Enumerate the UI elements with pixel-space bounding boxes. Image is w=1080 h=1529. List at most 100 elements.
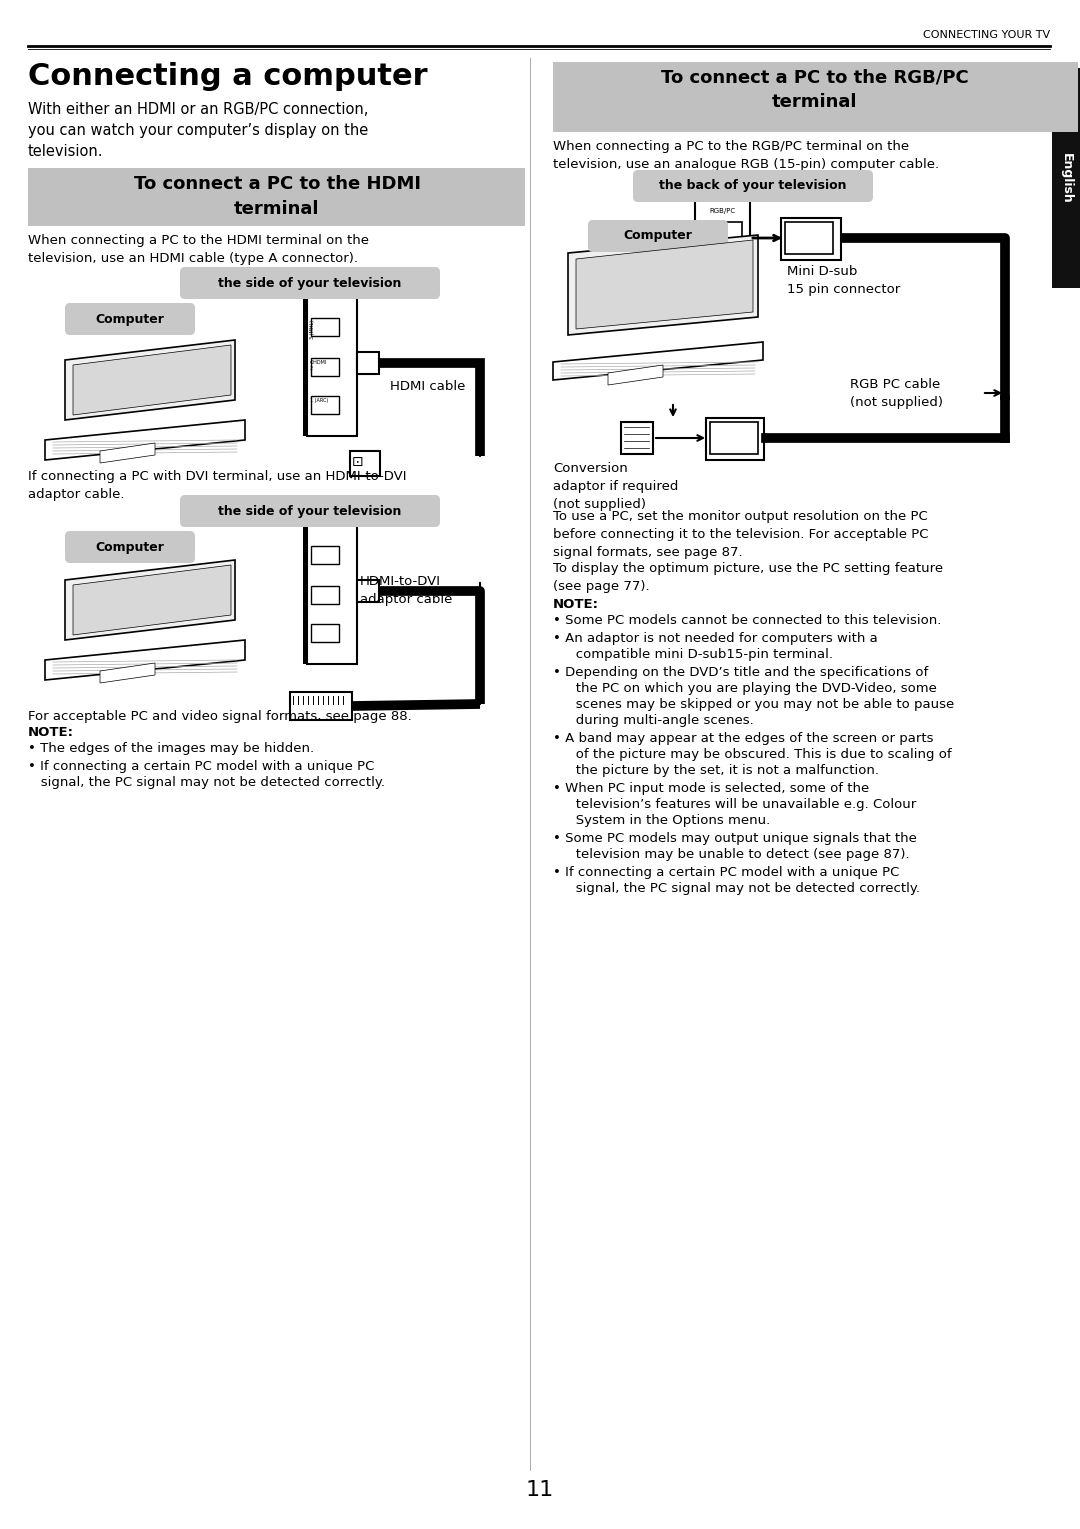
Bar (303, 524, 307, 664)
Text: compatible mini D-sub15-pin terminal.: compatible mini D-sub15-pin terminal. (563, 648, 833, 661)
Text: • If connecting a certain PC model with a unique PC: • If connecting a certain PC model with … (553, 865, 900, 879)
Text: of the picture may be obscured. This is due to scaling of: of the picture may be obscured. This is … (563, 748, 951, 761)
Bar (291, 693, 352, 720)
Text: • Depending on the DVD’s title and the specifications of: • Depending on the DVD’s title and the s… (553, 667, 928, 679)
Bar (1052, 67, 1080, 287)
Text: the back of your television: the back of your television (659, 179, 847, 193)
Text: Connecting a computer: Connecting a computer (28, 63, 428, 92)
Text: scenes may be skipped or you may not be able to pause: scenes may be skipped or you may not be … (563, 699, 955, 711)
Bar (307, 524, 357, 664)
Circle shape (724, 231, 727, 234)
Text: RGB PC cable
(not supplied): RGB PC cable (not supplied) (850, 378, 943, 408)
Circle shape (724, 245, 727, 248)
Bar (311, 624, 339, 642)
Text: • An adaptor is not needed for computers with a: • An adaptor is not needed for computers… (553, 631, 878, 645)
Circle shape (710, 231, 713, 234)
Text: • The edges of the images may be hidden.: • The edges of the images may be hidden. (28, 742, 314, 755)
Circle shape (308, 301, 318, 310)
Text: signal, the PC signal may not be detected correctly.: signal, the PC signal may not be detecte… (563, 882, 920, 894)
Circle shape (730, 245, 733, 248)
Circle shape (702, 231, 706, 234)
Text: To connect a PC to the HDMI
terminal: To connect a PC to the HDMI terminal (134, 174, 420, 219)
Bar (357, 579, 379, 602)
Polygon shape (568, 235, 758, 335)
Circle shape (724, 237, 727, 240)
Text: NOTE:: NOTE: (553, 598, 599, 612)
Polygon shape (73, 346, 231, 414)
Circle shape (730, 231, 733, 234)
FancyBboxPatch shape (65, 303, 195, 335)
Text: Computer: Computer (623, 229, 692, 243)
Polygon shape (100, 664, 156, 683)
Bar (311, 546, 339, 564)
Text: To connect a PC to the RGB/PC
terminal: To connect a PC to the RGB/PC terminal (661, 67, 969, 112)
Text: Mini D-sub
15 pin connector: Mini D-sub 15 pin connector (787, 265, 901, 297)
Text: the PC on which you are playing the DVD-Video, some: the PC on which you are playing the DVD-… (563, 682, 936, 696)
FancyBboxPatch shape (180, 495, 440, 528)
Text: To display the optimum picture, use the PC setting feature
(see page 77).: To display the optimum picture, use the … (553, 563, 943, 593)
Bar (350, 451, 380, 476)
Circle shape (730, 237, 733, 240)
Bar (553, 63, 1078, 131)
Circle shape (716, 231, 719, 234)
Text: the side of your television: the side of your television (218, 505, 402, 517)
Circle shape (710, 237, 713, 240)
FancyBboxPatch shape (633, 170, 873, 202)
Text: To use a PC, set the monitor output resolution on the PC
before connecting it to: To use a PC, set the monitor output reso… (553, 511, 929, 560)
Polygon shape (576, 240, 753, 329)
Bar (706, 417, 764, 460)
Polygon shape (553, 342, 762, 381)
Text: • If connecting a certain PC model with a unique PC: • If connecting a certain PC model with … (28, 760, 375, 774)
Text: When connecting a PC to the HDMI terminal on the
television, use an HDMI cable (: When connecting a PC to the HDMI termina… (28, 234, 369, 265)
Text: NOTE:: NOTE: (28, 726, 75, 739)
Circle shape (716, 245, 719, 248)
Text: CONNECTING YOUR TV: CONNECTING YOUR TV (923, 31, 1050, 40)
Bar (700, 222, 742, 254)
Bar (696, 200, 750, 295)
Text: 1 (ARC): 1 (ARC) (310, 398, 328, 404)
Bar (311, 396, 339, 414)
Text: Computer: Computer (95, 312, 164, 326)
Circle shape (702, 237, 706, 240)
Bar (311, 586, 339, 604)
Text: ⊡: ⊡ (352, 456, 364, 469)
Bar (307, 297, 357, 436)
Text: For acceptable PC and video signal formats, see page 88.: For acceptable PC and video signal forma… (28, 709, 411, 723)
Text: television’s features will be unavailable e.g. Colour: television’s features will be unavailabl… (563, 798, 916, 810)
Text: When connecting a PC to the RGB/PC terminal on the
television, use an analogue R: When connecting a PC to the RGB/PC termi… (553, 141, 940, 171)
Text: Conversion
adaptor if required
(not supplied): Conversion adaptor if required (not supp… (553, 462, 678, 511)
Text: signal, the PC signal may not be detected correctly.: signal, the PC signal may not be detecte… (28, 777, 384, 789)
Polygon shape (65, 339, 235, 420)
Text: • Some PC models cannot be connected to this television.: • Some PC models cannot be connected to … (553, 615, 942, 627)
Bar (785, 222, 833, 254)
Text: • A band may appear at the edges of the screen or parts: • A band may appear at the edges of the … (553, 732, 933, 745)
Bar (357, 352, 379, 375)
FancyBboxPatch shape (588, 220, 728, 252)
Circle shape (702, 245, 706, 248)
Circle shape (738, 255, 746, 265)
Polygon shape (65, 560, 235, 641)
Circle shape (710, 245, 713, 248)
Text: the side of your television: the side of your television (218, 277, 402, 289)
Text: System in the Options menu.: System in the Options menu. (563, 813, 770, 827)
Text: English: English (1059, 153, 1072, 203)
Bar (621, 422, 653, 454)
Bar (781, 219, 841, 260)
Polygon shape (73, 566, 231, 635)
Text: RGB/PC: RGB/PC (708, 208, 735, 214)
Text: ⊙HDMI
2: ⊙HDMI 2 (310, 359, 327, 372)
Text: With either an HDMI or an RGB/PC connection,
you can watch your computer’s displ: With either an HDMI or an RGB/PC connect… (28, 102, 368, 159)
Text: • When PC input mode is selected, some of the: • When PC input mode is selected, some o… (553, 781, 869, 795)
Circle shape (716, 237, 719, 240)
Text: 3 (MHL): 3 (MHL) (310, 320, 315, 339)
Circle shape (308, 529, 318, 540)
FancyBboxPatch shape (65, 531, 195, 563)
Polygon shape (608, 365, 663, 385)
Text: 11: 11 (526, 1480, 554, 1500)
Bar (311, 318, 339, 336)
Polygon shape (45, 641, 245, 680)
Circle shape (699, 255, 707, 265)
Bar (303, 297, 307, 436)
Text: Computer: Computer (95, 540, 164, 553)
Text: HDMI-to-DVI
adaptor cable: HDMI-to-DVI adaptor cable (360, 575, 453, 605)
